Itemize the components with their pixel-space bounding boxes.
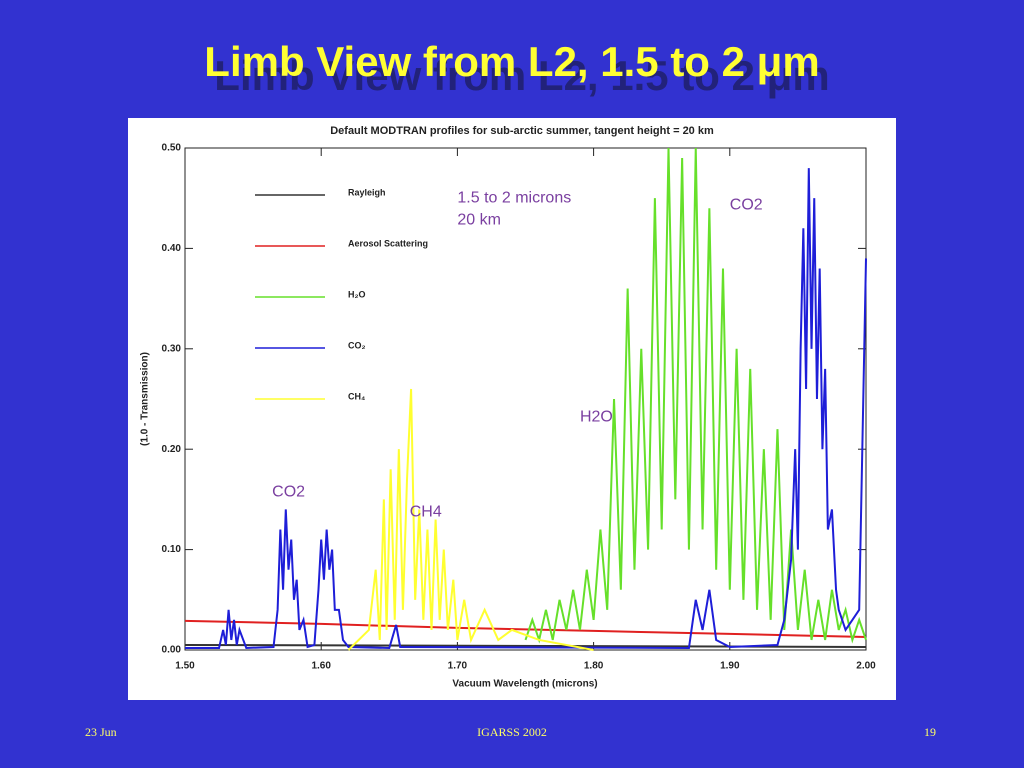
plot-frame <box>184 147 867 651</box>
annotation: 20 km <box>457 212 501 229</box>
legend-label: Rayleigh <box>348 187 386 197</box>
x-tick-label: 1.80 <box>584 661 604 672</box>
y-tick-label: 0.30 <box>162 343 182 354</box>
y-tick-label: 0.00 <box>162 645 182 656</box>
annotation: H2O <box>580 408 613 425</box>
y-axis-label: (1.0 - Transmission) <box>140 352 151 446</box>
series-line <box>185 168 867 650</box>
legend-label: Aerosol Scattering <box>348 238 428 248</box>
x-axis-label: Vacuum Wavelength (microns) <box>452 679 597 690</box>
x-tick-label: 1.50 <box>175 661 195 672</box>
legend-label: CH₄ <box>348 391 365 401</box>
chart-title: Default MODTRAN profiles for sub-arctic … <box>330 125 714 137</box>
annotation: CH4 <box>410 504 442 521</box>
footer-date: 23 Jun <box>85 725 117 739</box>
slide-title: Limb View from L2, 1.5 to 2 μm <box>204 38 820 85</box>
y-tick-label: 0.40 <box>162 243 182 254</box>
x-tick-label: 2.00 <box>856 661 876 672</box>
y-tick-label: 0.10 <box>162 544 182 555</box>
annotation: 1.5 to 2 microns <box>457 189 571 206</box>
series-line <box>347 388 594 651</box>
y-tick-label: 0.50 <box>162 143 182 154</box>
y-tick-label: 0.20 <box>162 444 182 455</box>
legend-label: H₂O <box>348 289 366 299</box>
chart-background <box>128 118 896 700</box>
annotation: CO2 <box>730 196 763 213</box>
x-tick-label: 1.60 <box>311 661 331 672</box>
legend-label: CO₂ <box>348 340 366 350</box>
series-line <box>524 147 867 644</box>
footer-event: IGARSS 2002 <box>477 725 547 739</box>
footer-page: 19 <box>924 725 936 739</box>
x-tick-label: 1.70 <box>448 661 468 672</box>
annotation: CO2 <box>272 484 305 501</box>
x-tick-label: 1.90 <box>720 661 740 672</box>
